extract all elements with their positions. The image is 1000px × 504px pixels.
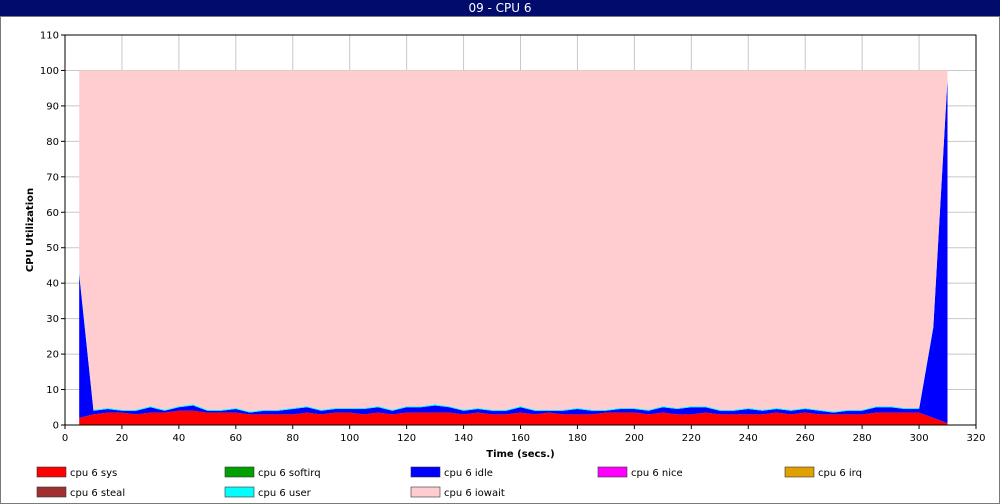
y-axis-label: CPU Utilization <box>25 188 36 272</box>
x-tick-label: 60 <box>229 433 242 444</box>
x-tick-label: 20 <box>116 433 129 444</box>
legend-swatch-cpu-6-steal <box>36 486 67 498</box>
x-tick-label: 320 <box>966 433 985 444</box>
y-tick-label: 50 <box>46 243 59 254</box>
legend-swatch-cpu-6-sys <box>36 466 67 478</box>
y-tick-label: 40 <box>46 279 59 290</box>
stacked-areas <box>79 70 948 425</box>
x-tick-label: 240 <box>739 433 758 444</box>
legend-swatch-cpu-6-irq <box>784 466 815 478</box>
x-tick-label: 160 <box>511 433 530 444</box>
y-tick-label: 80 <box>46 137 59 148</box>
x-tick-label: 0 <box>62 433 68 444</box>
series-area-cpu-6-iowait <box>79 70 948 412</box>
series-area-cpu-6-sys <box>79 410 948 425</box>
legend-label-cpu-6-steal: cpu 6 steal <box>70 488 125 499</box>
x-tick-label: 280 <box>853 433 872 444</box>
chart-title: 09 - CPU 6 <box>468 1 532 15</box>
legend-swatch-cpu-6-nice <box>597 466 628 478</box>
legend-label-cpu-6-softirq: cpu 6 softirq <box>258 468 321 479</box>
x-axis-label: Time (secs.) <box>486 449 555 460</box>
x-tick-label: 260 <box>796 433 815 444</box>
x-tick-label: 80 <box>286 433 299 444</box>
x-tick-label: 40 <box>173 433 186 444</box>
legend-label-cpu-6-user: cpu 6 user <box>258 488 312 499</box>
x-tick-label: 140 <box>454 433 473 444</box>
legend-swatch-cpu-6-iowait <box>410 486 441 498</box>
legend-label-cpu-6-nice: cpu 6 nice <box>631 468 683 479</box>
y-tick-label: 0 <box>53 421 59 432</box>
y-tick-label: 90 <box>46 101 59 112</box>
x-tick-label: 180 <box>568 433 587 444</box>
y-tick-label: 30 <box>46 314 59 325</box>
legend-label-cpu-6-sys: cpu 6 sys <box>70 468 117 479</box>
x-tick-label: 120 <box>397 433 416 444</box>
legend-label-cpu-6-idle: cpu 6 idle <box>444 468 493 479</box>
legend-swatch-cpu-6-idle <box>410 466 441 478</box>
x-tick-label: 220 <box>682 433 701 444</box>
x-axis-ticks: 0 20 40 60 80 100 120 140 160 180 200 220 240 260 280 3… <box>62 425 986 444</box>
y-tick-label: 110 <box>40 31 59 42</box>
y-tick-label: 70 <box>46 172 59 183</box>
x-tick-label: 100 <box>340 433 359 444</box>
x-tick-label: 300 <box>910 433 929 444</box>
chart-title-bar: 09 - CPU 6 <box>0 0 1000 16</box>
legend-label-cpu-6-iowait: cpu 6 iowait <box>444 488 505 499</box>
legend-label-cpu-6-irq: cpu 6 irq <box>818 468 862 479</box>
legend-swatch-cpu-6-user <box>224 486 255 498</box>
legend: cpu 6 sys cpu 6 softirq cpu 6 idle cpu 6 ni… <box>36 466 862 499</box>
y-tick-label: 20 <box>46 350 59 361</box>
legend-swatch-cpu-6-softirq <box>224 466 255 478</box>
x-tick-label: 200 <box>625 433 644 444</box>
y-tick-label: 100 <box>40 66 59 77</box>
y-tick-label: 60 <box>46 208 59 219</box>
y-tick-label: 10 <box>46 385 59 396</box>
y-axis-ticks: 0 10 20 30 40 50 60 70 80 90 100 110 <box>40 31 65 432</box>
